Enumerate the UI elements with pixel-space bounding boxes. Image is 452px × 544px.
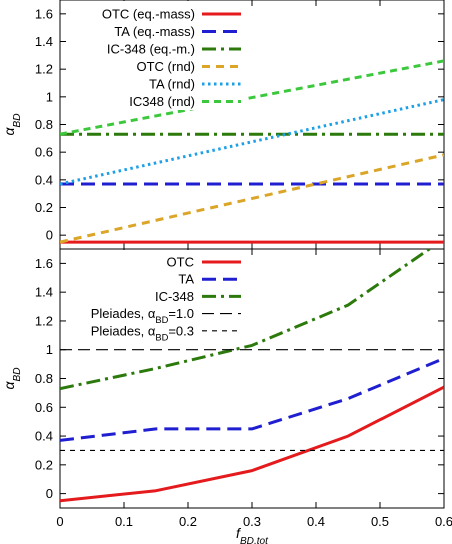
series-line [60, 249, 432, 391]
x-tick-label: 0.5 [371, 514, 389, 529]
series-line [60, 357, 444, 442]
y-tick-label: 0.4 [35, 172, 53, 187]
top-panel: 0 0.2 0.4 0.6 0.8 1 1.2 1.4 1.6 αBD OTC (eq.-mass)… [1, 0, 445, 250]
x-tick-label: 0.2 [179, 514, 197, 529]
y-axis-label: αBD [1, 368, 23, 390]
y-tick-label: 0.2 [35, 457, 53, 472]
legend-label: OTC (eq.-mass) [102, 7, 195, 22]
legend-label: Pleiades, αBD=1.0 [91, 306, 194, 325]
legend-label: IC-348 [155, 289, 194, 304]
series-layer [60, 59, 444, 244]
y-tick-label: 1.2 [35, 62, 53, 77]
y-tick-label: 1 [46, 342, 53, 357]
x-tick-label: 0 [56, 514, 63, 529]
x-axis-label: fBD,tot [236, 525, 269, 544]
y-tick-label: 0.2 [35, 200, 53, 215]
legend-label: TA [178, 272, 194, 287]
y-tick-label: 0.4 [35, 429, 53, 444]
y-tick-label: 0.6 [35, 145, 53, 160]
y-tick-label: 0 [46, 228, 53, 243]
y-tick-label: 1 [46, 89, 53, 104]
legend-label: OTC (rnd) [137, 59, 196, 74]
y-axis-label: αBD [1, 114, 23, 136]
series-line [60, 153, 444, 244]
series-line [60, 385, 444, 503]
x-tick-label: 0.4 [307, 514, 325, 529]
x-tick-label: 0.6 [435, 514, 452, 529]
legend-label: TA (eq.-mass) [114, 24, 195, 39]
series-line [60, 59, 444, 136]
x-tick-label: 0.1 [115, 514, 133, 529]
legend-label: OTC [167, 255, 194, 270]
y-tick-label: 1.4 [35, 285, 53, 300]
y-tick-label: 1.6 [35, 256, 53, 271]
legend-label: Pleiades, αBD=0.3 [91, 323, 194, 342]
y-tick-label: 1.2 [35, 313, 53, 328]
x-tick-label: 0.3 [243, 514, 261, 529]
bottom-panel: 0 0.2 0.4 0.6 0.8 1 1.2 1.4 1.6 0 0.1 0.2 0.3 0.4 0.5 0… [1, 248, 452, 544]
legend-background [70, 1, 245, 110]
legend-label: IC-348 (eq.-m.) [107, 42, 195, 57]
y-tick-label: 0.8 [35, 371, 53, 386]
y-tick-label: 0.8 [35, 117, 53, 132]
legend-label: TA (rnd) [149, 77, 195, 92]
legend: OTC (eq.-mass) TA (eq.-mass) IC-348 (eq.-m… [70, 1, 245, 110]
y-tick-label: 1.6 [35, 6, 53, 21]
series-line [60, 98, 444, 186]
y-tick-label: 0 [46, 486, 53, 501]
series-layer [60, 249, 444, 503]
y-tick-label: 1.4 [35, 34, 53, 49]
y-tick-label: 0.6 [35, 400, 53, 415]
legend-label: IC348 (rnd) [129, 94, 195, 109]
